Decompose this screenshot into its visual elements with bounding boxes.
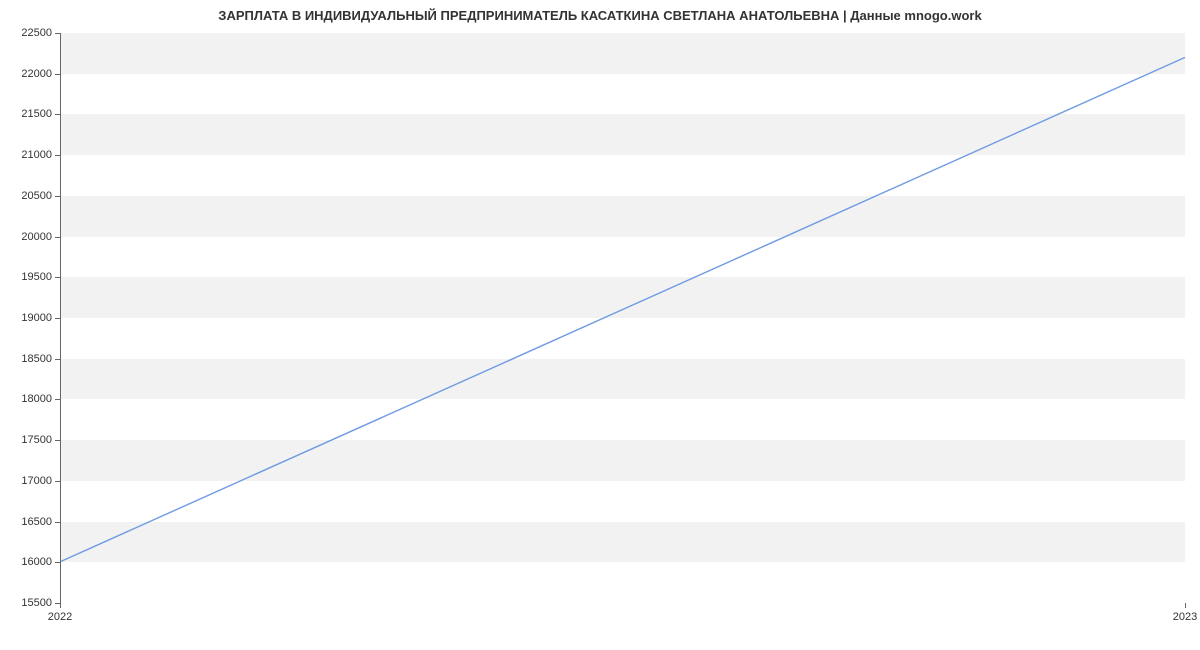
y-tick-label: 20000	[2, 231, 52, 243]
y-tick-label: 17000	[2, 475, 52, 487]
y-tick-label: 18500	[2, 353, 52, 365]
y-tick-label: 15500	[2, 597, 52, 609]
x-tick-mark	[60, 603, 61, 608]
series-salary	[61, 57, 1185, 561]
y-tick-label: 18000	[2, 393, 52, 405]
y-tick-label: 17500	[2, 434, 52, 446]
chart-title: ЗАРПЛАТА В ИНДИВИДУАЛЬНЫЙ ПРЕДПРИНИМАТЕЛ…	[0, 0, 1200, 23]
y-tick-label: 22000	[2, 68, 52, 80]
y-tick-label: 19500	[2, 271, 52, 283]
x-tick-label: 2022	[48, 611, 72, 623]
y-tick-label: 20500	[2, 190, 52, 202]
y-tick-label: 16000	[2, 556, 52, 568]
plot-area	[60, 33, 1185, 603]
y-tick-label: 22500	[2, 27, 52, 39]
line-layer	[61, 33, 1185, 602]
x-tick-label: 2023	[1173, 611, 1197, 623]
y-tick-label: 19000	[2, 312, 52, 324]
y-tick-label: 16500	[2, 516, 52, 528]
y-tick-label: 21500	[2, 108, 52, 120]
x-tick-mark	[1185, 603, 1186, 608]
y-tick-label: 21000	[2, 149, 52, 161]
chart-area: 15500 16000 16500 17000 17500 18000 18500 19000…	[0, 28, 1200, 630]
